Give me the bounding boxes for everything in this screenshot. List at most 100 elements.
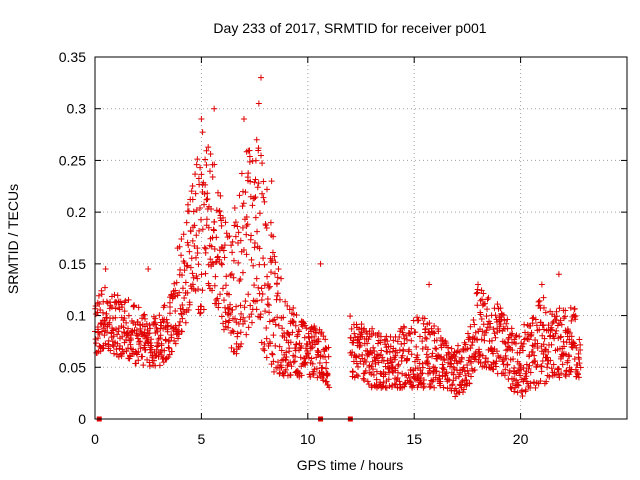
data-point [445,349,452,356]
data-point [566,329,573,336]
data-point [325,353,332,360]
data-point [155,336,162,343]
data-point [255,284,262,291]
data-point [222,318,229,325]
data-point [371,348,378,355]
data-point [204,190,211,197]
data-point [379,354,386,361]
data-point [558,370,565,377]
data-point [269,351,276,358]
data-point [523,361,530,368]
data-point [292,353,299,360]
data-point [320,333,327,340]
data-point [493,363,500,370]
data-point [577,346,584,353]
data-point [246,153,253,160]
data-point [370,372,377,379]
data-point [203,216,210,223]
data-point [176,322,183,329]
data-point [146,359,153,366]
data-point [303,325,310,332]
x-axis-label: GPS time / hours [297,457,404,473]
data-point [96,300,103,307]
data-point [322,336,329,343]
data-point [373,376,380,383]
data-point [318,329,325,336]
data-point [279,325,286,332]
data-point [131,302,138,309]
data-point [421,315,428,322]
data-point [516,349,523,356]
data-point [359,351,366,358]
data-point [201,201,208,208]
data-point [419,370,426,377]
data-point [274,292,281,299]
data-point [252,194,259,201]
data-point [537,377,544,384]
data-point [189,281,196,288]
data-point [223,230,230,237]
data-point [516,333,523,340]
data-point [493,348,500,355]
data-point [515,382,522,389]
data-point [424,360,431,367]
data-point [251,239,258,246]
data-point [462,341,469,348]
data-point [244,221,251,228]
data-point [558,333,565,340]
data-point [471,321,478,328]
data-point [100,325,107,332]
data-point [440,384,447,391]
data-point [136,341,143,348]
data-point [134,351,141,358]
data-point [438,344,445,351]
data-point [505,376,512,383]
data-point [182,279,189,286]
data-point [391,356,398,363]
y-axis-label: SRMTID / TECUs [5,184,21,294]
data-point [307,373,314,380]
data-point [432,345,439,352]
data-point [121,308,128,315]
data-point [572,316,579,323]
data-point [271,270,278,277]
data-point [231,315,238,322]
data-point [183,263,190,270]
data-point [179,301,186,308]
y-tick-label: 0.3 [67,101,87,117]
data-point [150,357,157,364]
data-point [562,313,569,320]
data-point [240,314,247,321]
data-point [316,359,323,366]
data-point [396,378,403,385]
data-point [298,342,305,349]
data-point [408,337,415,344]
data-point [369,325,376,332]
data-point [283,349,290,356]
data-point [448,360,455,367]
data-point [210,226,217,233]
data-point [221,326,228,333]
data-point [383,333,390,340]
data-point [476,346,483,353]
data-point [198,271,205,278]
data-point [174,292,181,299]
data-point [108,304,115,311]
data-point [217,192,224,199]
data-point [276,296,283,303]
data-point [315,338,322,345]
data-point [370,344,377,351]
data-point [425,354,432,361]
data-point [106,321,113,328]
data-point [237,302,244,309]
data-point [229,327,236,334]
data-point [99,309,106,316]
data-point [112,314,119,321]
data-point [231,222,238,229]
data-point [164,322,171,329]
data-point [211,218,218,225]
data-point [198,116,205,123]
data-point [290,311,297,318]
data-point [400,331,407,338]
data-point [128,336,135,343]
